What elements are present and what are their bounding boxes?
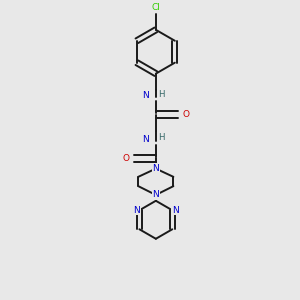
Text: O: O [182, 110, 189, 119]
Text: N: N [152, 190, 159, 200]
Text: O: O [122, 154, 129, 163]
Text: H: H [158, 90, 164, 99]
Text: N: N [133, 206, 140, 215]
Text: H: H [158, 134, 164, 142]
Text: N: N [142, 91, 149, 100]
Text: N: N [172, 206, 178, 215]
Text: N: N [152, 164, 159, 173]
Text: N: N [142, 135, 149, 144]
Text: Cl: Cl [152, 3, 160, 12]
